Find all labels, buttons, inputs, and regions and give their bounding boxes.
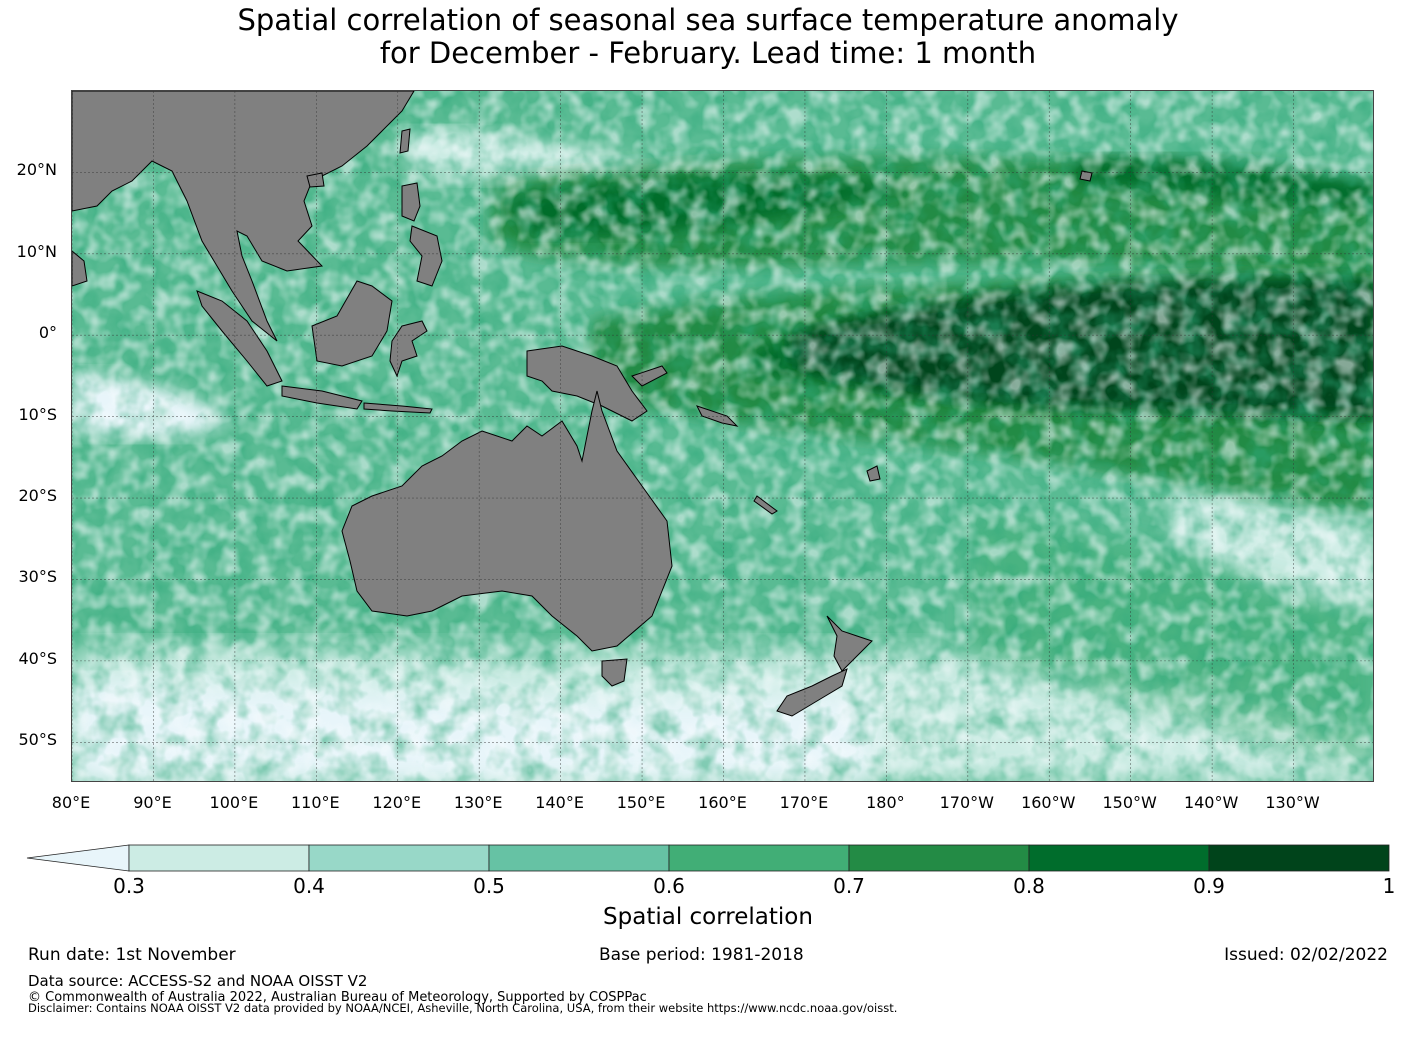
colorbar-segment xyxy=(1028,844,1210,872)
longitude-label: 140°W xyxy=(1183,793,1239,812)
data-source: Data source: ACCESS-S2 and NOAA OISST V2 xyxy=(28,972,368,990)
longitude-label: 150°E xyxy=(616,793,666,812)
colorbar-tick-label: 0.4 xyxy=(293,874,325,898)
new-guinea xyxy=(526,345,648,422)
colorbar-tick-label: 0.3 xyxy=(113,874,145,898)
map-canvas xyxy=(72,91,1373,781)
india-tip xyxy=(72,250,88,287)
latitude-label: 20°S xyxy=(18,486,57,506)
luzon xyxy=(401,182,421,222)
colorbar-segment xyxy=(488,844,670,872)
new-britain xyxy=(631,365,668,387)
colorbar-tick-label: 1 xyxy=(1382,874,1396,898)
latitude-label: 10°N xyxy=(16,241,57,261)
latitude-label: 40°S xyxy=(18,648,57,668)
copyright-notice: © Commonwealth of Australia 2022, Austra… xyxy=(28,990,647,1005)
correlation-map xyxy=(71,90,1374,782)
sumatra xyxy=(196,290,283,387)
latitude-label: 0° xyxy=(38,323,57,343)
latitude-label: 10°S xyxy=(18,404,57,424)
land-masses xyxy=(72,91,1093,717)
colorbar-segment xyxy=(308,844,490,872)
hainan xyxy=(306,172,325,188)
solomon-islands xyxy=(696,405,739,427)
gridlines xyxy=(72,91,1373,781)
issued-date: Issued: 02/02/2022 xyxy=(1224,945,1388,965)
longitude-label: 80°E xyxy=(51,793,91,812)
map-title-line-1: Spatial correlation of seasonal sea surf… xyxy=(237,3,1179,37)
java xyxy=(281,385,363,410)
colorbar-tick-label: 0.7 xyxy=(833,874,865,898)
longitude-label: 170°E xyxy=(779,793,829,812)
longitude-label: 150°W xyxy=(1102,793,1157,812)
australia xyxy=(341,390,673,652)
philippines-south xyxy=(409,225,443,287)
longitude-label: 100°E xyxy=(209,793,259,812)
longitude-label: 90°E xyxy=(133,793,172,812)
longitude-label: 170°W xyxy=(939,793,994,812)
longitude-label: 130°W xyxy=(1265,793,1320,812)
map-title-line-2: for December - February. Lead time: 1 mo… xyxy=(379,36,1037,70)
new-caledonia xyxy=(753,495,778,515)
longitude-label: 140°E xyxy=(535,793,584,812)
colorbar-segment xyxy=(1208,844,1390,872)
colorbar xyxy=(26,844,1390,872)
longitude-label: 120°E xyxy=(372,793,422,812)
colorbar-underflow-triangle xyxy=(26,844,130,872)
longitude-label: 160°E xyxy=(698,793,747,812)
colorbar-tick-label: 0.8 xyxy=(1013,874,1045,898)
fiji xyxy=(866,465,881,482)
longitude-label: 130°E xyxy=(453,793,503,812)
colorbar-segment xyxy=(668,844,850,872)
latitude-label: 30°S xyxy=(18,567,57,587)
longitude-label: 110°E xyxy=(290,793,340,812)
latitude-label: 50°S xyxy=(18,730,57,750)
colorbar-segment xyxy=(848,844,1030,872)
asia-mainland xyxy=(72,91,415,342)
latitude-label: 20°N xyxy=(16,160,57,180)
colorbar-label: Spatial correlation xyxy=(603,904,813,930)
colorbar-tick-label: 0.6 xyxy=(653,874,685,898)
borneo xyxy=(311,280,393,367)
longitude-label: 160°W xyxy=(1021,793,1076,812)
taiwan xyxy=(399,128,411,154)
run-date: Run date: 1st November xyxy=(28,945,236,965)
sulawesi xyxy=(389,320,428,378)
disclaimer: Disclaimer: Contains NOAA OISST V2 data … xyxy=(28,1001,898,1015)
colorbar-tick-label: 0.9 xyxy=(1193,874,1225,898)
colorbar-tick-label: 0.5 xyxy=(473,874,505,898)
base-period: Base period: 1981-2018 xyxy=(599,945,804,965)
tasmania xyxy=(601,658,628,687)
nz-south-island xyxy=(776,668,848,717)
colorbar-segment xyxy=(128,844,310,872)
longitude-label: 180° xyxy=(866,793,905,812)
